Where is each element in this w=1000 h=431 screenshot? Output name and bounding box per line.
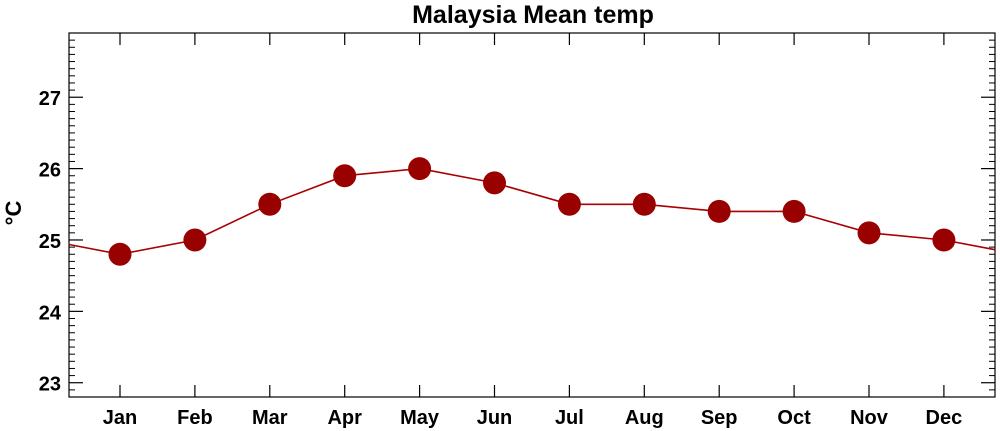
- data-point: [857, 221, 881, 245]
- y-tick-label: 24: [39, 302, 62, 324]
- data-point: [632, 192, 656, 216]
- x-tick-label: Jul: [555, 407, 584, 429]
- x-tick-label: Jan: [103, 407, 137, 429]
- data-point: [333, 164, 357, 188]
- x-tick-label: Nov: [850, 407, 889, 429]
- y-tick-label: 25: [39, 231, 61, 253]
- y-tick-label: 26: [39, 160, 61, 182]
- data-point: [557, 192, 581, 216]
- data-point: [932, 228, 956, 252]
- x-tick-label: Oct: [777, 407, 811, 429]
- plot-frame: [68, 32, 996, 398]
- data-point: [782, 199, 806, 223]
- data-point: [408, 157, 432, 181]
- series-line: [68, 167, 996, 256]
- data-point: [707, 199, 731, 223]
- y-tick-label: 27: [39, 88, 61, 110]
- x-tick-label: May: [400, 407, 440, 429]
- chart-title: Malaysia Mean temp: [412, 1, 654, 29]
- data-point: [258, 192, 282, 216]
- y-tick-label: 23: [39, 374, 61, 396]
- data-point: [108, 242, 132, 266]
- x-tick-label: Mar: [252, 407, 288, 429]
- x-tick-label: Aug: [625, 407, 664, 429]
- x-tick-label: Feb: [177, 407, 213, 429]
- data-point: [183, 228, 207, 252]
- data-point: [483, 171, 506, 195]
- x-tick-label: Dec: [926, 407, 963, 429]
- x-tick-label: Apr: [327, 407, 362, 429]
- x-tick-label: Jun: [477, 407, 513, 429]
- x-tick-label: Sep: [701, 407, 738, 429]
